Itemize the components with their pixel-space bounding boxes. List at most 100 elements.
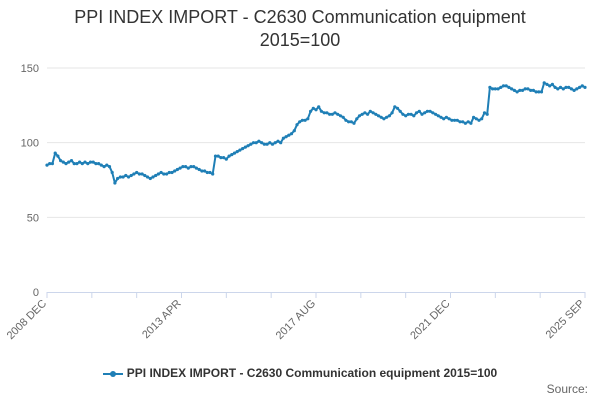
data-point[interactable] (385, 115, 389, 119)
data-point[interactable] (406, 112, 410, 116)
data-point[interactable] (129, 173, 133, 178)
data-point[interactable] (205, 170, 209, 175)
data-point[interactable] (145, 175, 150, 179)
data-point[interactable] (265, 142, 269, 146)
data-point[interactable] (363, 111, 367, 115)
data-point[interactable] (99, 163, 103, 167)
data-point[interactable] (382, 117, 386, 121)
data-point[interactable] (102, 165, 106, 169)
data-point[interactable] (48, 162, 52, 166)
data-point[interactable] (151, 175, 155, 179)
data-point[interactable] (461, 120, 465, 124)
data-point[interactable] (520, 88, 525, 92)
data-point[interactable] (463, 121, 467, 125)
data-point[interactable] (466, 120, 470, 124)
data-point[interactable] (583, 85, 587, 89)
data-point[interactable] (97, 162, 101, 166)
data-point[interactable] (241, 147, 245, 151)
data-point[interactable] (224, 157, 228, 161)
data-point[interactable] (434, 112, 438, 116)
data-point[interactable] (295, 123, 299, 127)
data-point[interactable] (110, 170, 114, 175)
data-point[interactable] (575, 87, 579, 91)
data-point[interactable] (203, 169, 207, 173)
data-point[interactable] (455, 118, 459, 122)
legend[interactable]: PPI INDEX IMPORT - C2630 Communication e… (0, 366, 600, 380)
data-point[interactable] (284, 135, 288, 139)
data-point[interactable] (580, 84, 584, 88)
data-point[interactable] (86, 162, 90, 166)
data-point[interactable] (553, 85, 557, 89)
data-point[interactable] (417, 109, 421, 113)
data-point[interactable] (472, 115, 476, 119)
data-point[interactable] (341, 115, 345, 119)
data-point[interactable] (319, 109, 323, 113)
data-point[interactable] (529, 88, 533, 92)
data-point[interactable] (94, 162, 98, 166)
data-point[interactable] (556, 87, 560, 91)
data-point[interactable] (235, 150, 239, 154)
data-point[interactable] (311, 106, 315, 110)
data-point[interactable] (534, 90, 538, 94)
data-point[interactable] (254, 141, 258, 145)
data-point[interactable] (137, 172, 141, 176)
data-point[interactable] (336, 112, 340, 116)
data-point[interactable] (501, 84, 506, 88)
data-point[interactable] (485, 112, 489, 116)
data-point[interactable] (59, 159, 63, 163)
data-point[interactable] (412, 114, 416, 118)
data-point[interactable] (309, 109, 313, 113)
data-point[interactable] (230, 153, 234, 157)
data-point[interactable] (569, 87, 574, 91)
data-point[interactable] (531, 88, 536, 92)
data-point[interactable] (496, 87, 500, 91)
data-point[interactable] (474, 117, 478, 121)
data-point[interactable] (314, 108, 318, 112)
data-point[interactable] (539, 90, 544, 94)
data-point[interactable] (366, 112, 370, 116)
data-point[interactable] (213, 154, 218, 158)
data-point[interactable] (401, 112, 405, 116)
data-point[interactable] (374, 112, 378, 116)
data-point[interactable] (355, 117, 359, 121)
data-point[interactable] (189, 165, 193, 169)
data-point[interactable] (360, 112, 364, 116)
data-point[interactable] (379, 115, 383, 119)
data-point[interactable] (347, 120, 351, 124)
data-point[interactable] (488, 85, 492, 89)
data-point[interactable] (192, 165, 196, 169)
data-point[interactable] (390, 111, 394, 115)
data-point[interactable] (548, 84, 552, 88)
data-point[interactable] (181, 165, 185, 169)
data-point[interactable] (50, 162, 55, 166)
data-point[interactable] (186, 166, 190, 170)
data-point[interactable] (64, 162, 68, 166)
data-point[interactable] (208, 170, 212, 175)
data-point[interactable] (376, 114, 381, 118)
series-line-0[interactable] (46, 81, 586, 184)
data-point[interactable] (526, 87, 530, 91)
data-point[interactable] (510, 87, 514, 91)
data-point[interactable] (491, 87, 495, 91)
data-point[interactable] (257, 139, 261, 143)
data-point[interactable] (262, 142, 266, 146)
data-point[interactable] (211, 172, 215, 176)
data-point[interactable] (333, 111, 337, 115)
data-point[interactable] (542, 81, 546, 85)
data-point[interactable] (156, 172, 160, 176)
data-point[interactable] (493, 87, 497, 91)
data-point[interactable] (232, 151, 237, 155)
data-point[interactable] (352, 121, 356, 125)
data-point[interactable] (322, 111, 326, 115)
data-point[interactable] (173, 169, 177, 173)
data-point[interactable] (246, 144, 250, 148)
data-point[interactable] (159, 170, 163, 175)
data-point[interactable] (578, 85, 582, 89)
data-point[interactable] (480, 117, 484, 121)
data-point[interactable] (504, 84, 508, 88)
data-point[interactable] (72, 162, 76, 166)
data-point[interactable] (200, 169, 204, 173)
data-point[interactable] (368, 109, 372, 113)
data-point[interactable] (518, 88, 522, 92)
data-point[interactable] (56, 154, 60, 158)
